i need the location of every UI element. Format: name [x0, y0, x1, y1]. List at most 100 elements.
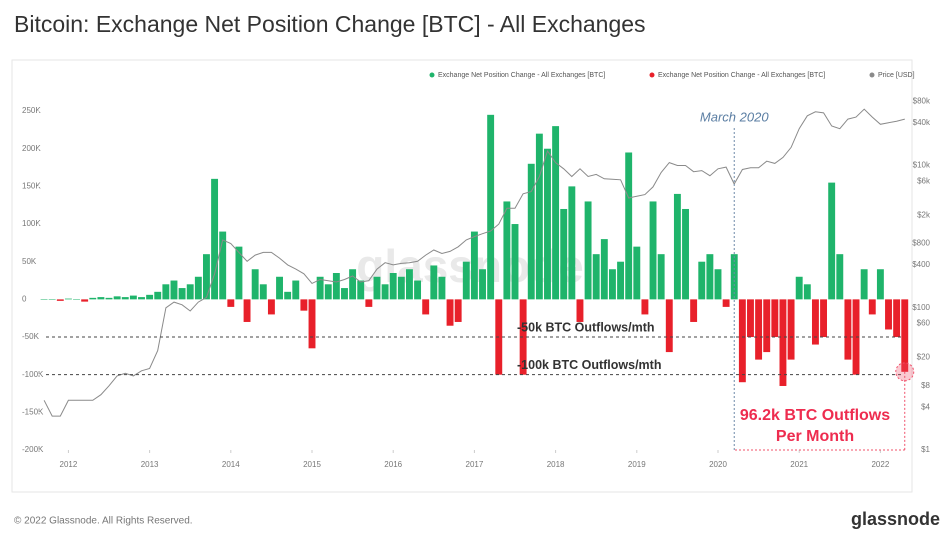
y-tick-label: 250K	[22, 106, 41, 115]
bar	[479, 269, 486, 300]
bar	[860, 269, 868, 300]
x-tick-label: 2015	[303, 460, 321, 469]
bar	[584, 201, 592, 300]
bar	[211, 178, 219, 300]
x-tick-label: 2013	[141, 460, 159, 469]
y2-tick-label: $60	[917, 319, 931, 328]
bar	[243, 299, 251, 322]
bar	[682, 208, 689, 300]
x-tick-label: 2021	[790, 460, 808, 469]
bar	[625, 152, 633, 300]
x-tick-label: 2019	[628, 460, 646, 469]
bar	[673, 193, 681, 300]
bar	[836, 254, 844, 300]
bar	[487, 114, 495, 300]
annotation-label: 96.2k BTC Outflows	[740, 407, 890, 424]
x-tick-label: 2018	[547, 460, 565, 469]
y2-tick-label: $2k	[917, 210, 931, 219]
legend-swatch	[429, 72, 435, 78]
bar	[308, 299, 316, 349]
bar	[64, 298, 72, 300]
bar	[251, 269, 259, 300]
bar	[203, 254, 210, 300]
x-tick-label: 2016	[384, 460, 402, 469]
price-line	[43, 108, 905, 417]
bar	[349, 269, 357, 300]
y-tick-label: -50K	[22, 332, 40, 341]
bar	[341, 288, 348, 300]
x-tick-label: 2020	[709, 460, 727, 469]
bar	[665, 299, 673, 353]
y2-tick-label: $400	[912, 260, 930, 269]
bar	[600, 239, 608, 300]
annotation-marker	[895, 362, 915, 382]
y2-tick-label: $800	[912, 239, 930, 248]
bar	[527, 163, 535, 300]
annotation-label: -50k BTC Outflows/mth	[517, 320, 655, 334]
annotation-label: March 2020	[700, 109, 769, 124]
x-tick-label: 2017	[466, 460, 484, 469]
y-tick-label: 50K	[22, 257, 37, 266]
bar	[105, 297, 113, 300]
y-tick-label: -150K	[22, 407, 44, 416]
bar	[414, 280, 422, 300]
bar	[641, 299, 649, 315]
bar	[592, 254, 600, 300]
bar	[284, 291, 292, 300]
bar	[219, 231, 227, 300]
bar	[97, 297, 105, 300]
bar	[178, 288, 186, 300]
bar	[438, 276, 446, 300]
bar	[170, 280, 178, 300]
copyright: © 2022 Glassnode. All Rights Reserved.	[14, 516, 193, 527]
bar	[690, 299, 698, 322]
bar	[698, 261, 706, 300]
bar	[795, 276, 803, 300]
bar	[430, 265, 438, 300]
y2-tick-label: $6k	[917, 176, 931, 185]
bar	[535, 133, 543, 300]
bar	[747, 299, 754, 338]
bar	[755, 299, 763, 360]
y-tick-label: 200K	[22, 144, 41, 153]
bar	[89, 297, 97, 300]
bar	[714, 269, 722, 300]
y2-tick-label: $80k	[913, 96, 931, 105]
bar	[633, 246, 641, 300]
bar	[803, 284, 811, 300]
bar	[503, 201, 511, 300]
annotation-label: -100k BTC Outflows/mth	[517, 358, 661, 372]
bar	[48, 299, 56, 300]
y2-tick-label: $100	[912, 303, 930, 312]
bar	[885, 299, 892, 330]
bar	[462, 261, 470, 300]
bar	[373, 276, 381, 300]
bar	[828, 182, 836, 300]
bar	[194, 276, 202, 300]
bar	[470, 231, 478, 300]
bar	[422, 299, 430, 315]
bar	[617, 261, 625, 300]
bar	[576, 299, 584, 322]
bar	[267, 299, 275, 315]
bar	[779, 299, 787, 386]
x-tick-label: 2014	[222, 460, 240, 469]
bar	[568, 186, 576, 300]
bar	[446, 299, 454, 326]
bar	[544, 148, 551, 300]
bar	[405, 269, 413, 300]
y2-tick-label: $20	[917, 353, 931, 362]
y2-tick-label: $40k	[913, 118, 931, 127]
bar	[235, 246, 243, 300]
bar	[73, 299, 80, 300]
bar	[300, 299, 308, 311]
x-tick-label: 2022	[871, 460, 889, 469]
bar	[121, 297, 129, 300]
legend-label: Exchange Net Position Change - All Excha…	[438, 72, 605, 79]
legend-label: Price [USD]	[878, 72, 915, 79]
y-tick-label: 100K	[22, 219, 41, 228]
bar	[722, 299, 730, 307]
bar	[511, 224, 519, 300]
bar	[162, 284, 170, 300]
